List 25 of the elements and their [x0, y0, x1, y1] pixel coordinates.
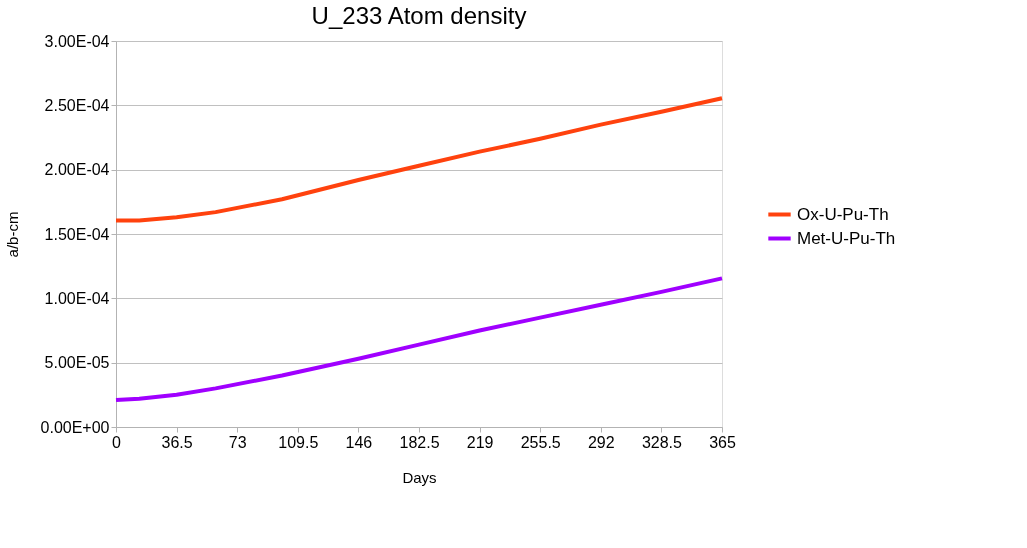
x-tick-label: 255.5 — [520, 433, 561, 451]
line-series — [114, 96, 724, 223]
chart-title: U_233 Atom density — [311, 2, 527, 29]
y-tick-label: 5.00E-05 — [44, 354, 110, 372]
legend-label: Met-U-Pu-Th — [797, 228, 896, 248]
x-tick-label: 365 — [709, 433, 736, 451]
y-axis-title: a/b-cm — [3, 211, 21, 258]
x-tick-label: 182.5 — [399, 433, 440, 451]
line-series — [114, 276, 724, 402]
x-tick-label: 0 — [112, 433, 122, 451]
x-tick-label: 73 — [228, 433, 247, 451]
y-tick-label: 3.00E-04 — [44, 32, 110, 50]
x-tick-label: 36.5 — [161, 433, 193, 451]
x-axis-title: Days — [402, 468, 437, 486]
y-tick-label: 0.00E+00 — [40, 418, 110, 436]
legend-label: Ox-U-Pu-Th — [797, 204, 889, 224]
y-tick-label: 2.00E-04 — [44, 161, 110, 179]
x-tick-label: 109.5 — [278, 433, 319, 451]
y-tick-label: 1.00E-04 — [44, 289, 110, 307]
x-tick-label: 328.5 — [641, 433, 683, 451]
x-tick-label: 292 — [587, 433, 615, 451]
y-tick-label: 2.50E-04 — [44, 96, 110, 114]
y-tick-label: 1.50E-04 — [44, 225, 110, 243]
x-tick-label: 219 — [466, 433, 494, 451]
x-tick-label: 146 — [345, 433, 373, 451]
